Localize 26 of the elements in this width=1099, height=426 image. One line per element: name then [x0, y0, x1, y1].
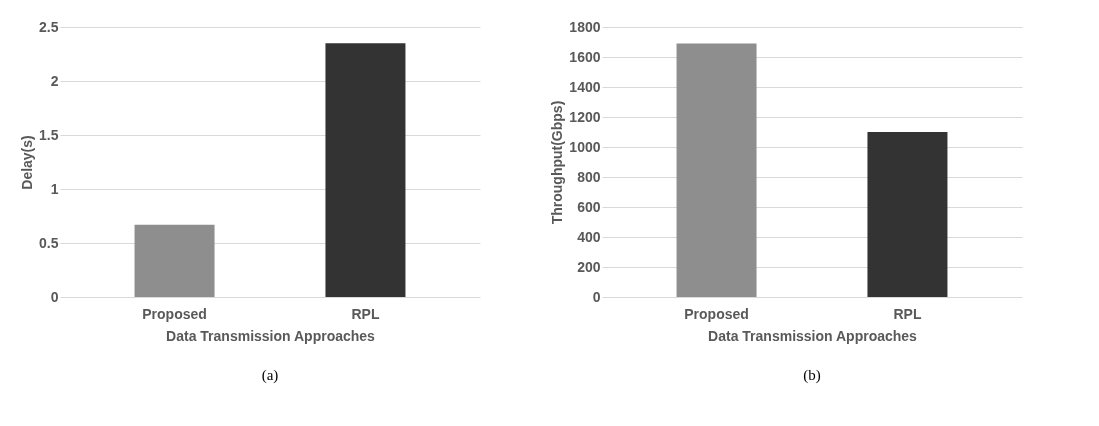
y-tick-label: 1.5	[39, 126, 59, 143]
y-tick-label: 1800	[569, 18, 601, 35]
y-tick-label: 2	[50, 72, 59, 89]
y-tick-label: 0	[50, 288, 59, 305]
text: (b)	[803, 367, 821, 384]
y-axis-title: Throughput(Gbps)	[549, 100, 566, 225]
y-tick-label: 1200	[569, 108, 601, 125]
y-tick-label: 1600	[569, 48, 601, 65]
y-tick-label: 1	[50, 180, 59, 197]
x-tick-label: RPL	[893, 305, 922, 322]
y-axis-title: Delay(s)	[19, 135, 36, 190]
y-tick-label: 400	[577, 228, 601, 245]
y-tick-label: 0.5	[39, 234, 59, 251]
x-axis-title: Data Transmission Approaches	[708, 327, 918, 344]
y-tick-label: 600	[577, 198, 601, 215]
y-tick-label: 1400	[569, 78, 601, 95]
y-tick-label: 1000	[569, 138, 601, 155]
x-tick-label: RPL	[351, 305, 380, 322]
x-tick-label: Proposed	[142, 305, 207, 322]
y-tick-label: 2.5	[39, 18, 59, 35]
y-tick-label: 0	[592, 288, 601, 305]
x-tick-label: Proposed	[684, 305, 749, 322]
text: (a)	[261, 367, 279, 384]
y-tick-label: 200	[577, 258, 601, 275]
y-tick-label: 800	[577, 168, 601, 185]
x-axis-title: Data Transmission Approaches	[166, 327, 376, 344]
